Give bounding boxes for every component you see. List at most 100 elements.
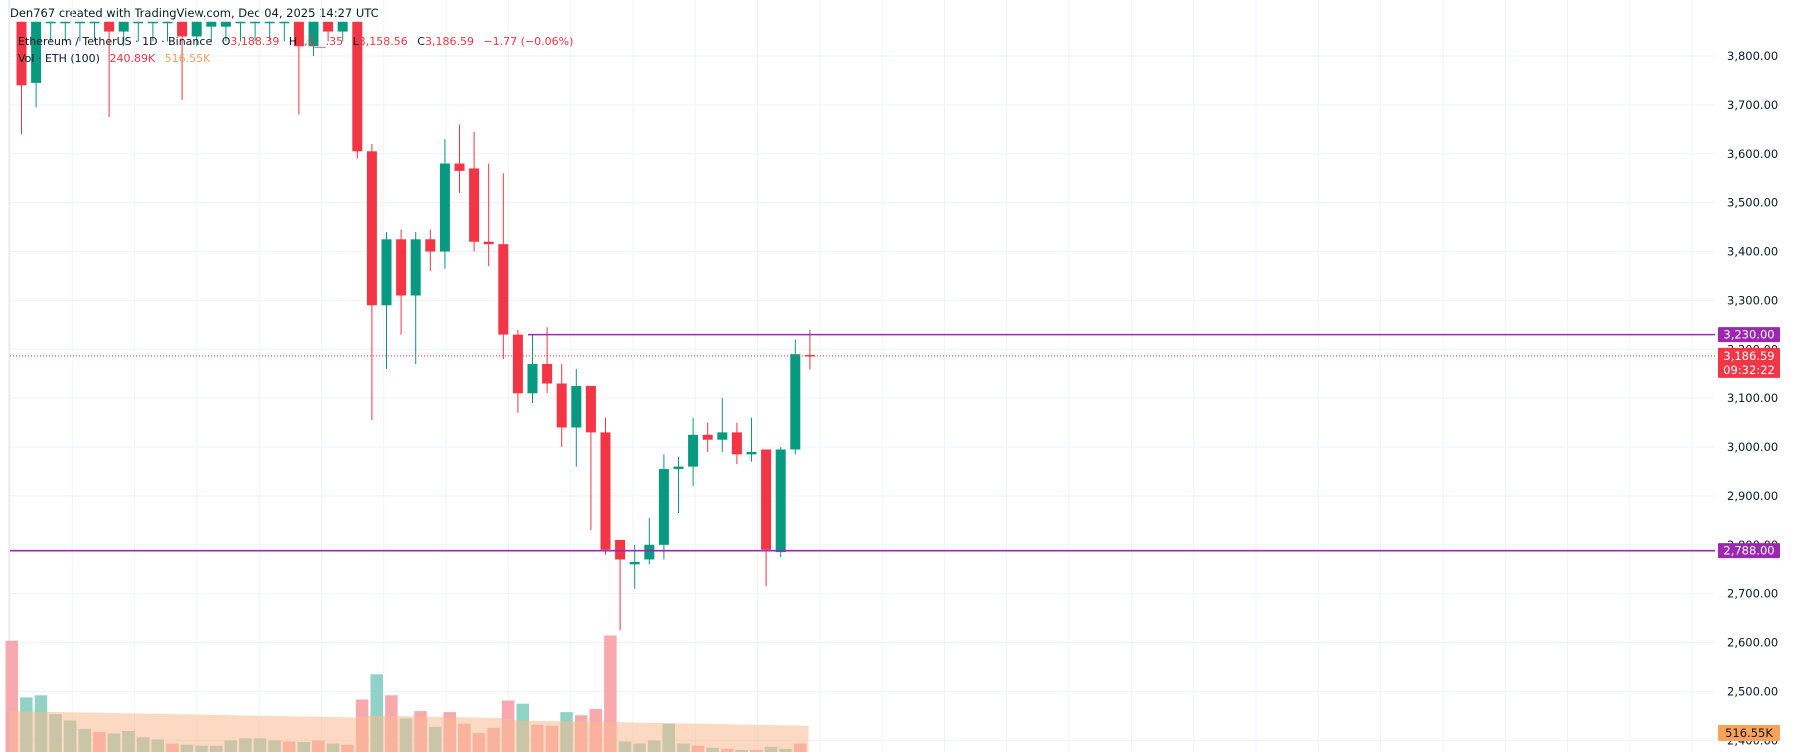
price-tick-label: 2,600.00 <box>1727 636 1778 650</box>
candle-body <box>323 21 334 32</box>
horizontal-levels <box>10 333 1715 552</box>
candle-body <box>775 449 786 553</box>
candle-body <box>352 21 363 152</box>
last-price-badge-bg <box>1718 347 1780 378</box>
candle-body <box>688 434 699 467</box>
candle-body <box>746 451 757 455</box>
candle-body <box>133 21 144 24</box>
candle-body <box>118 21 129 32</box>
change-value: −1.77 (−0.06%) <box>483 35 574 48</box>
resistance-badge: 3,230.00 <box>1723 328 1774 342</box>
candle-body <box>629 561 640 565</box>
volume-label: Vol · ETH (100) <box>18 52 100 65</box>
volume-ma-area <box>10 711 809 752</box>
candle-body <box>31 21 42 83</box>
open-value: 3,188.39 <box>230 35 280 48</box>
candle-body <box>702 434 713 440</box>
candle-body <box>790 354 801 450</box>
candle-body <box>483 241 494 245</box>
candle-body <box>717 432 728 440</box>
candle-body <box>396 239 407 296</box>
candle-body <box>425 239 436 252</box>
candle-body <box>177 21 188 37</box>
volume-moving-average <box>10 711 809 752</box>
candle-body <box>731 432 742 455</box>
price-tick-label: 3,600.00 <box>1727 147 1778 161</box>
candle-body <box>235 21 246 24</box>
low-label: L <box>352 35 359 48</box>
candle-body <box>264 21 275 24</box>
candle-body <box>74 21 85 24</box>
candle-body <box>308 21 319 47</box>
candle-body <box>206 21 217 27</box>
resistance-badge-bg <box>1718 327 1780 343</box>
candle-body <box>615 539 626 560</box>
candle-body <box>571 385 582 428</box>
candle-body <box>220 21 231 27</box>
candle-body <box>381 239 392 306</box>
support-badge: 2,788.00 <box>1723 544 1774 558</box>
candle-body <box>556 383 567 428</box>
price-tick-label: 3,000.00 <box>1727 440 1778 454</box>
high-value: 3,2__.35 <box>297 35 344 48</box>
price-tick-label: 2,700.00 <box>1727 587 1778 601</box>
candle-body <box>585 385 596 433</box>
price-tick-label: 3,500.00 <box>1727 196 1778 210</box>
symbol-legend: Ethereum / TetherUS · 1D · Binance O3,18… <box>18 35 573 48</box>
countdown-badge: 09:32:22 <box>1723 363 1775 377</box>
candle-body <box>761 449 772 550</box>
price-tick-label: 3,100.00 <box>1727 391 1778 405</box>
price-tick-label: 3,700.00 <box>1727 98 1778 112</box>
support-badge-bg <box>1718 543 1780 559</box>
symbol-name: Ethereum / TetherUS · 1D · Binance <box>18 35 213 48</box>
candle-body <box>658 469 669 545</box>
candle-body <box>439 163 450 252</box>
candle-body <box>191 21 202 37</box>
candle-body <box>162 21 173 24</box>
candle-body <box>600 432 611 550</box>
price-axis: 3,800.00 3,700.00 3,600.00 3,500.00 3,400.00… <box>1727 49 1778 747</box>
candle-body <box>147 21 158 24</box>
candle-body <box>293 21 304 47</box>
candle-body <box>45 21 56 24</box>
candle-body <box>454 163 465 171</box>
price-tick-label: 2,900.00 <box>1727 489 1778 503</box>
candle-body <box>279 21 290 24</box>
price-tick-label: 3,800.00 <box>1727 49 1778 63</box>
candle-body <box>250 21 261 24</box>
price-tick-label: 2,500.00 <box>1727 684 1778 698</box>
volume-ma-badge-bg <box>1718 725 1780 741</box>
price-tick-label: 3,300.00 <box>1727 293 1778 307</box>
candle-body <box>644 544 655 560</box>
candle-body <box>89 21 100 24</box>
candle-body <box>469 168 480 242</box>
candle-body <box>804 354 815 357</box>
candle-body <box>366 151 377 306</box>
candle-body <box>527 363 538 394</box>
open-label: O <box>221 35 231 48</box>
close-label: C <box>417 35 425 48</box>
candle-body <box>512 334 523 394</box>
low-value: 3,158.56 <box>358 35 408 48</box>
high-label: H <box>288 35 298 48</box>
candle-body <box>16 21 27 86</box>
price-tick-label: 3,400.00 <box>1727 245 1778 259</box>
candles <box>16 21 815 631</box>
volume-ma-badge: 516.55K <box>1725 726 1773 740</box>
volume-ma-value: 516.55K <box>164 52 211 65</box>
close-value: 3,186.59 <box>424 35 474 48</box>
candle-body <box>498 244 509 335</box>
created-by-caption: Den767 created with TradingView.com, Dec… <box>10 6 379 20</box>
candle-body <box>410 239 421 296</box>
chart-grid <box>8 0 1715 752</box>
candle-body <box>673 466 684 470</box>
volume-legend: Vol · ETH (100) 240.89K 516.55K <box>18 52 210 65</box>
candle-body <box>542 363 553 384</box>
candle-body <box>104 21 115 32</box>
volume-value: 240.89K <box>109 52 156 65</box>
candle-body <box>60 21 71 24</box>
candle-body <box>337 21 348 32</box>
last-price-badge: 3,186.59 <box>1723 349 1774 363</box>
